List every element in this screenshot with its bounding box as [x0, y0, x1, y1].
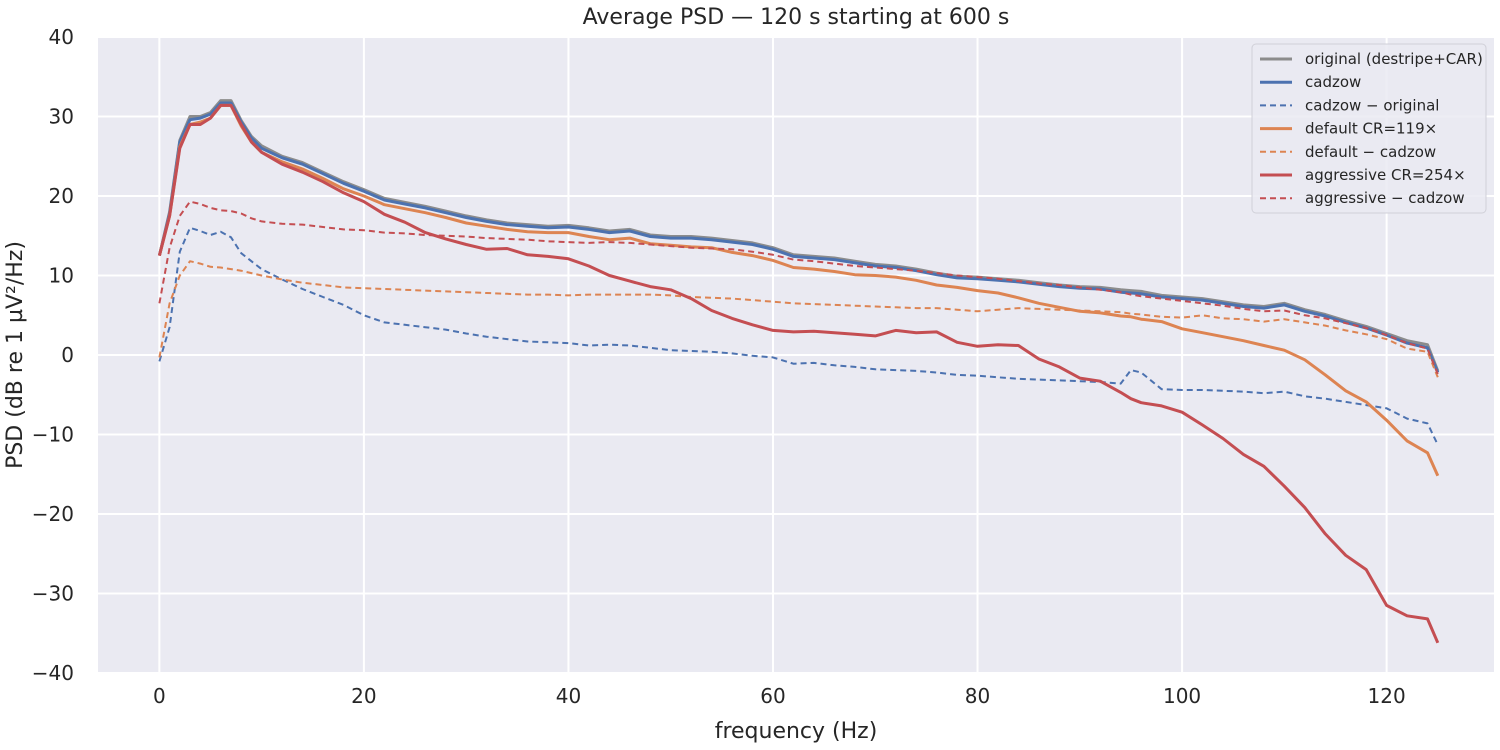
y-tick-label: 40 — [49, 25, 74, 49]
x-tick-label: 80 — [965, 684, 990, 708]
series-line — [158, 226, 1439, 446]
legend-entry: default − cadzow — [1305, 143, 1436, 161]
y-tick-label: 30 — [49, 105, 74, 129]
x-tick-label: 60 — [760, 684, 785, 708]
legend-entry: aggressive − cadzow — [1305, 189, 1465, 207]
series-line — [158, 200, 1439, 375]
y-tick-label: 0 — [61, 343, 74, 367]
series-line — [157, 101, 1440, 374]
x-tick-label: 40 — [556, 684, 581, 708]
x-axis-label: frequency (Hz) — [715, 719, 878, 744]
y-tick-label: 10 — [49, 264, 74, 288]
series-line — [157, 103, 1440, 644]
x-tick-label: 0 — [153, 684, 166, 708]
y-tick-label: −40 — [32, 661, 74, 685]
y-tick-label: −10 — [32, 423, 74, 447]
y-tick-label: 20 — [49, 184, 74, 208]
x-tick-label: 20 — [351, 684, 376, 708]
legend-entry: cadzow − original — [1305, 96, 1439, 114]
x-tick-label: 120 — [1368, 684, 1406, 708]
y-axis-label: PSD (dB re 1 µV²/Hz) — [3, 241, 28, 469]
legend-box — [1251, 43, 1487, 214]
gridlines — [98, 36, 1494, 674]
chart-title: Average PSD — 120 s starting at 600 s — [583, 5, 1010, 30]
y-tick-label: −20 — [32, 502, 74, 526]
y-tick-label: −30 — [32, 582, 74, 606]
legend: original (destripe+CAR) cadzow cadzow − or… — [1251, 43, 1487, 214]
legend-entry: cadzow — [1305, 73, 1361, 91]
x-tick-label: 100 — [1163, 684, 1201, 708]
series-line — [157, 103, 1440, 477]
tick-labels: 0 20 40 60 80 100 120 −40 −30 −20 −10 0 10 20 30 40 — [32, 25, 1406, 708]
series-layer — [157, 99, 1440, 644]
legend-entry: aggressive CR=254× — [1305, 166, 1466, 184]
legend-entry: original (destripe+CAR) — [1305, 50, 1483, 68]
legend-entry: default CR=119× — [1305, 120, 1437, 138]
